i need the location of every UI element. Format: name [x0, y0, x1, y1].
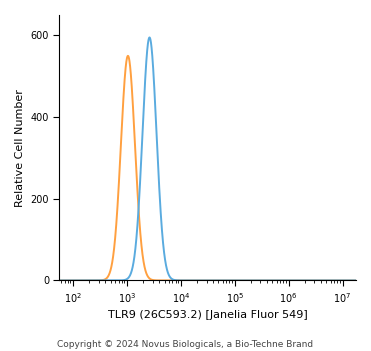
Text: Copyright © 2024 Novus Biologicals, a Bio-Techne Brand: Copyright © 2024 Novus Biologicals, a Bi… — [58, 340, 313, 349]
Y-axis label: Relative Cell Number: Relative Cell Number — [15, 89, 25, 207]
X-axis label: TLR9 (26C593.2) [Janelia Fluor 549]: TLR9 (26C593.2) [Janelia Fluor 549] — [108, 310, 308, 320]
